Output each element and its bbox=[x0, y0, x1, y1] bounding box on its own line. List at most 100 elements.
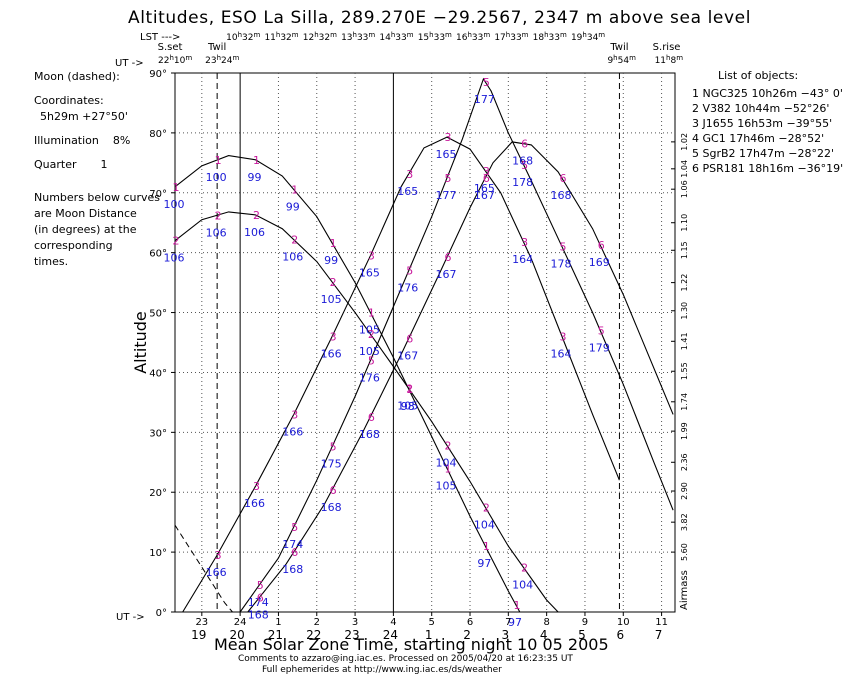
object-marker: 5 bbox=[598, 325, 605, 338]
altitude-curve bbox=[239, 77, 674, 613]
altitude-curve bbox=[182, 136, 620, 613]
moon-distance-label: 105 bbox=[359, 345, 380, 358]
moon-distance-label: 176 bbox=[397, 282, 418, 295]
object-marker: 6 bbox=[257, 592, 264, 605]
lst-tick-label: 13h33m bbox=[341, 31, 375, 43]
footer-link[interactable]: Full ephemerides at http://www.ing.iac.e… bbox=[262, 665, 502, 675]
moon-distance-label: 176 bbox=[359, 371, 380, 384]
object-marker: 2 bbox=[253, 209, 260, 222]
local-time-tick-label: 7 bbox=[655, 628, 663, 642]
object-marker: 2 bbox=[215, 209, 222, 222]
object-marker: 5 bbox=[368, 354, 375, 367]
object-marker: 1 bbox=[406, 383, 413, 396]
local-time-tick-label: 20 bbox=[229, 628, 244, 642]
moon-distance-label: 165 bbox=[436, 148, 457, 161]
event-label: Twil bbox=[207, 42, 226, 53]
airmass-tick-label: 2.90 bbox=[680, 482, 689, 500]
altitude-curve bbox=[247, 141, 674, 613]
moon-distance-label: 104 bbox=[512, 579, 533, 592]
object-marker: 3 bbox=[291, 408, 298, 421]
object-marker: 6 bbox=[445, 251, 452, 264]
object-marker: 1 bbox=[215, 154, 222, 167]
moon-distance-label: 169 bbox=[589, 256, 610, 269]
moon-distance-label: 166 bbox=[282, 425, 303, 438]
moon-distance-label: 165 bbox=[359, 267, 380, 280]
local-time-tick-label: 5 bbox=[578, 628, 586, 642]
ut-tick-label: 7 bbox=[505, 617, 511, 628]
object-marker: 2 bbox=[445, 440, 452, 453]
lst-tick-label: 12h32m bbox=[303, 31, 337, 43]
local-time-tick-label: 4 bbox=[540, 628, 548, 642]
moon-distance-label: 168 bbox=[550, 189, 571, 202]
moon-distance-label: 100 bbox=[164, 198, 185, 211]
object-row: 6 PSR181 18h16m −36°19' bbox=[692, 162, 844, 175]
lst-tick-label: 18h33m bbox=[533, 31, 567, 43]
local-time-tick-label: 2 bbox=[463, 628, 471, 642]
airmass-tick-label: 3.82 bbox=[680, 513, 689, 531]
object-row: 5 SgrB2 17h47m −28°22' bbox=[692, 147, 834, 160]
airmass-tick-label: 1.04 bbox=[680, 160, 689, 178]
y-tick-label: 50° bbox=[149, 309, 167, 320]
ut-tick-label: 6 bbox=[467, 617, 473, 628]
airmass-tick-label: 1.02 bbox=[680, 133, 689, 151]
object-marker: 2 bbox=[521, 562, 528, 575]
moon-curve bbox=[174, 524, 233, 613]
moon-distance-label: 106 bbox=[164, 252, 185, 265]
y-tick-label: 10° bbox=[149, 548, 167, 559]
ut-tick-label: 1 bbox=[275, 617, 281, 628]
object-marker: 1 bbox=[483, 540, 490, 553]
local-time-tick-label: 19 bbox=[191, 628, 206, 642]
moon-distance-label: 168 bbox=[359, 428, 380, 441]
object-row: 2 V382 10h44m −52°26' bbox=[692, 102, 830, 115]
moon-distance-label: 167 bbox=[436, 268, 457, 281]
quarter-value: 1 bbox=[100, 158, 108, 171]
object-marker: 2 bbox=[173, 235, 180, 248]
moon-distance-label: 99 bbox=[247, 171, 261, 184]
moon-distance-label: 97 bbox=[508, 616, 522, 629]
object-marker: 5 bbox=[559, 241, 566, 254]
ut-tick-label: 3 bbox=[352, 617, 358, 628]
moon-distance-label: 164 bbox=[550, 348, 571, 361]
local-time-tick-label: 23 bbox=[344, 628, 359, 642]
local-time-tick-label: 24 bbox=[383, 628, 398, 642]
moon-distance-label: 167 bbox=[474, 189, 495, 202]
moon-distance-label: 168 bbox=[248, 609, 269, 622]
event-time: 23h24m bbox=[205, 54, 239, 66]
lst-tick-label: 16h33m bbox=[456, 31, 490, 43]
note-line: (in degrees) at the bbox=[34, 223, 137, 236]
y-tick-label: 60° bbox=[149, 249, 167, 260]
lst-tick-label: 10h32m bbox=[226, 31, 260, 43]
chart-title: Altitudes, ESO La Silla, 289.270E −29.25… bbox=[128, 8, 752, 28]
footer-comment: Comments to azzaro@ing.iac.es. Processed… bbox=[238, 654, 573, 664]
object-marker: 5 bbox=[445, 172, 452, 185]
ut-tick-label: 11 bbox=[655, 617, 668, 628]
object-marker: 6 bbox=[368, 411, 375, 424]
quarter-label: Quarter bbox=[34, 158, 77, 171]
moon-info-panel: Moon (dashed): Coordinates: 5h29m +27°50… bbox=[34, 71, 160, 272]
object-marker: 6 bbox=[559, 172, 566, 185]
coordinates-label: Coordinates: bbox=[34, 94, 104, 107]
airmass-tick-label: 5.60 bbox=[680, 543, 689, 561]
y-tick-label: 0° bbox=[156, 608, 167, 619]
object-marker: 6 bbox=[483, 172, 490, 185]
event-time: 9h54m bbox=[607, 54, 636, 66]
object-list-title: List of objects: bbox=[718, 69, 799, 82]
object-marker: 6 bbox=[598, 239, 605, 252]
lst-tick-label: 15h33m bbox=[418, 31, 452, 43]
object-marker: 5 bbox=[330, 441, 337, 454]
moon-distance-label: 99 bbox=[286, 201, 300, 214]
airmass-tick-label: 1.55 bbox=[680, 362, 689, 380]
object-marker: 5 bbox=[257, 579, 264, 592]
x-axis-title: Mean Solar Zone Time, starting night 10 … bbox=[214, 635, 609, 654]
y-tick-label: 20° bbox=[149, 488, 167, 499]
moon-distance-label: 174 bbox=[248, 596, 269, 609]
ut-tick-label: 4 bbox=[390, 617, 396, 628]
object-marker: 5 bbox=[483, 76, 490, 89]
ut-tick-label: 8 bbox=[543, 617, 549, 628]
moon-label: Moon (dashed): bbox=[34, 70, 120, 83]
object-marker: 1 bbox=[368, 307, 375, 320]
airmass-tick-label: 1.74 bbox=[680, 393, 689, 411]
airmass-tick-label: 1.30 bbox=[680, 302, 689, 320]
altitude-curve bbox=[174, 155, 521, 613]
